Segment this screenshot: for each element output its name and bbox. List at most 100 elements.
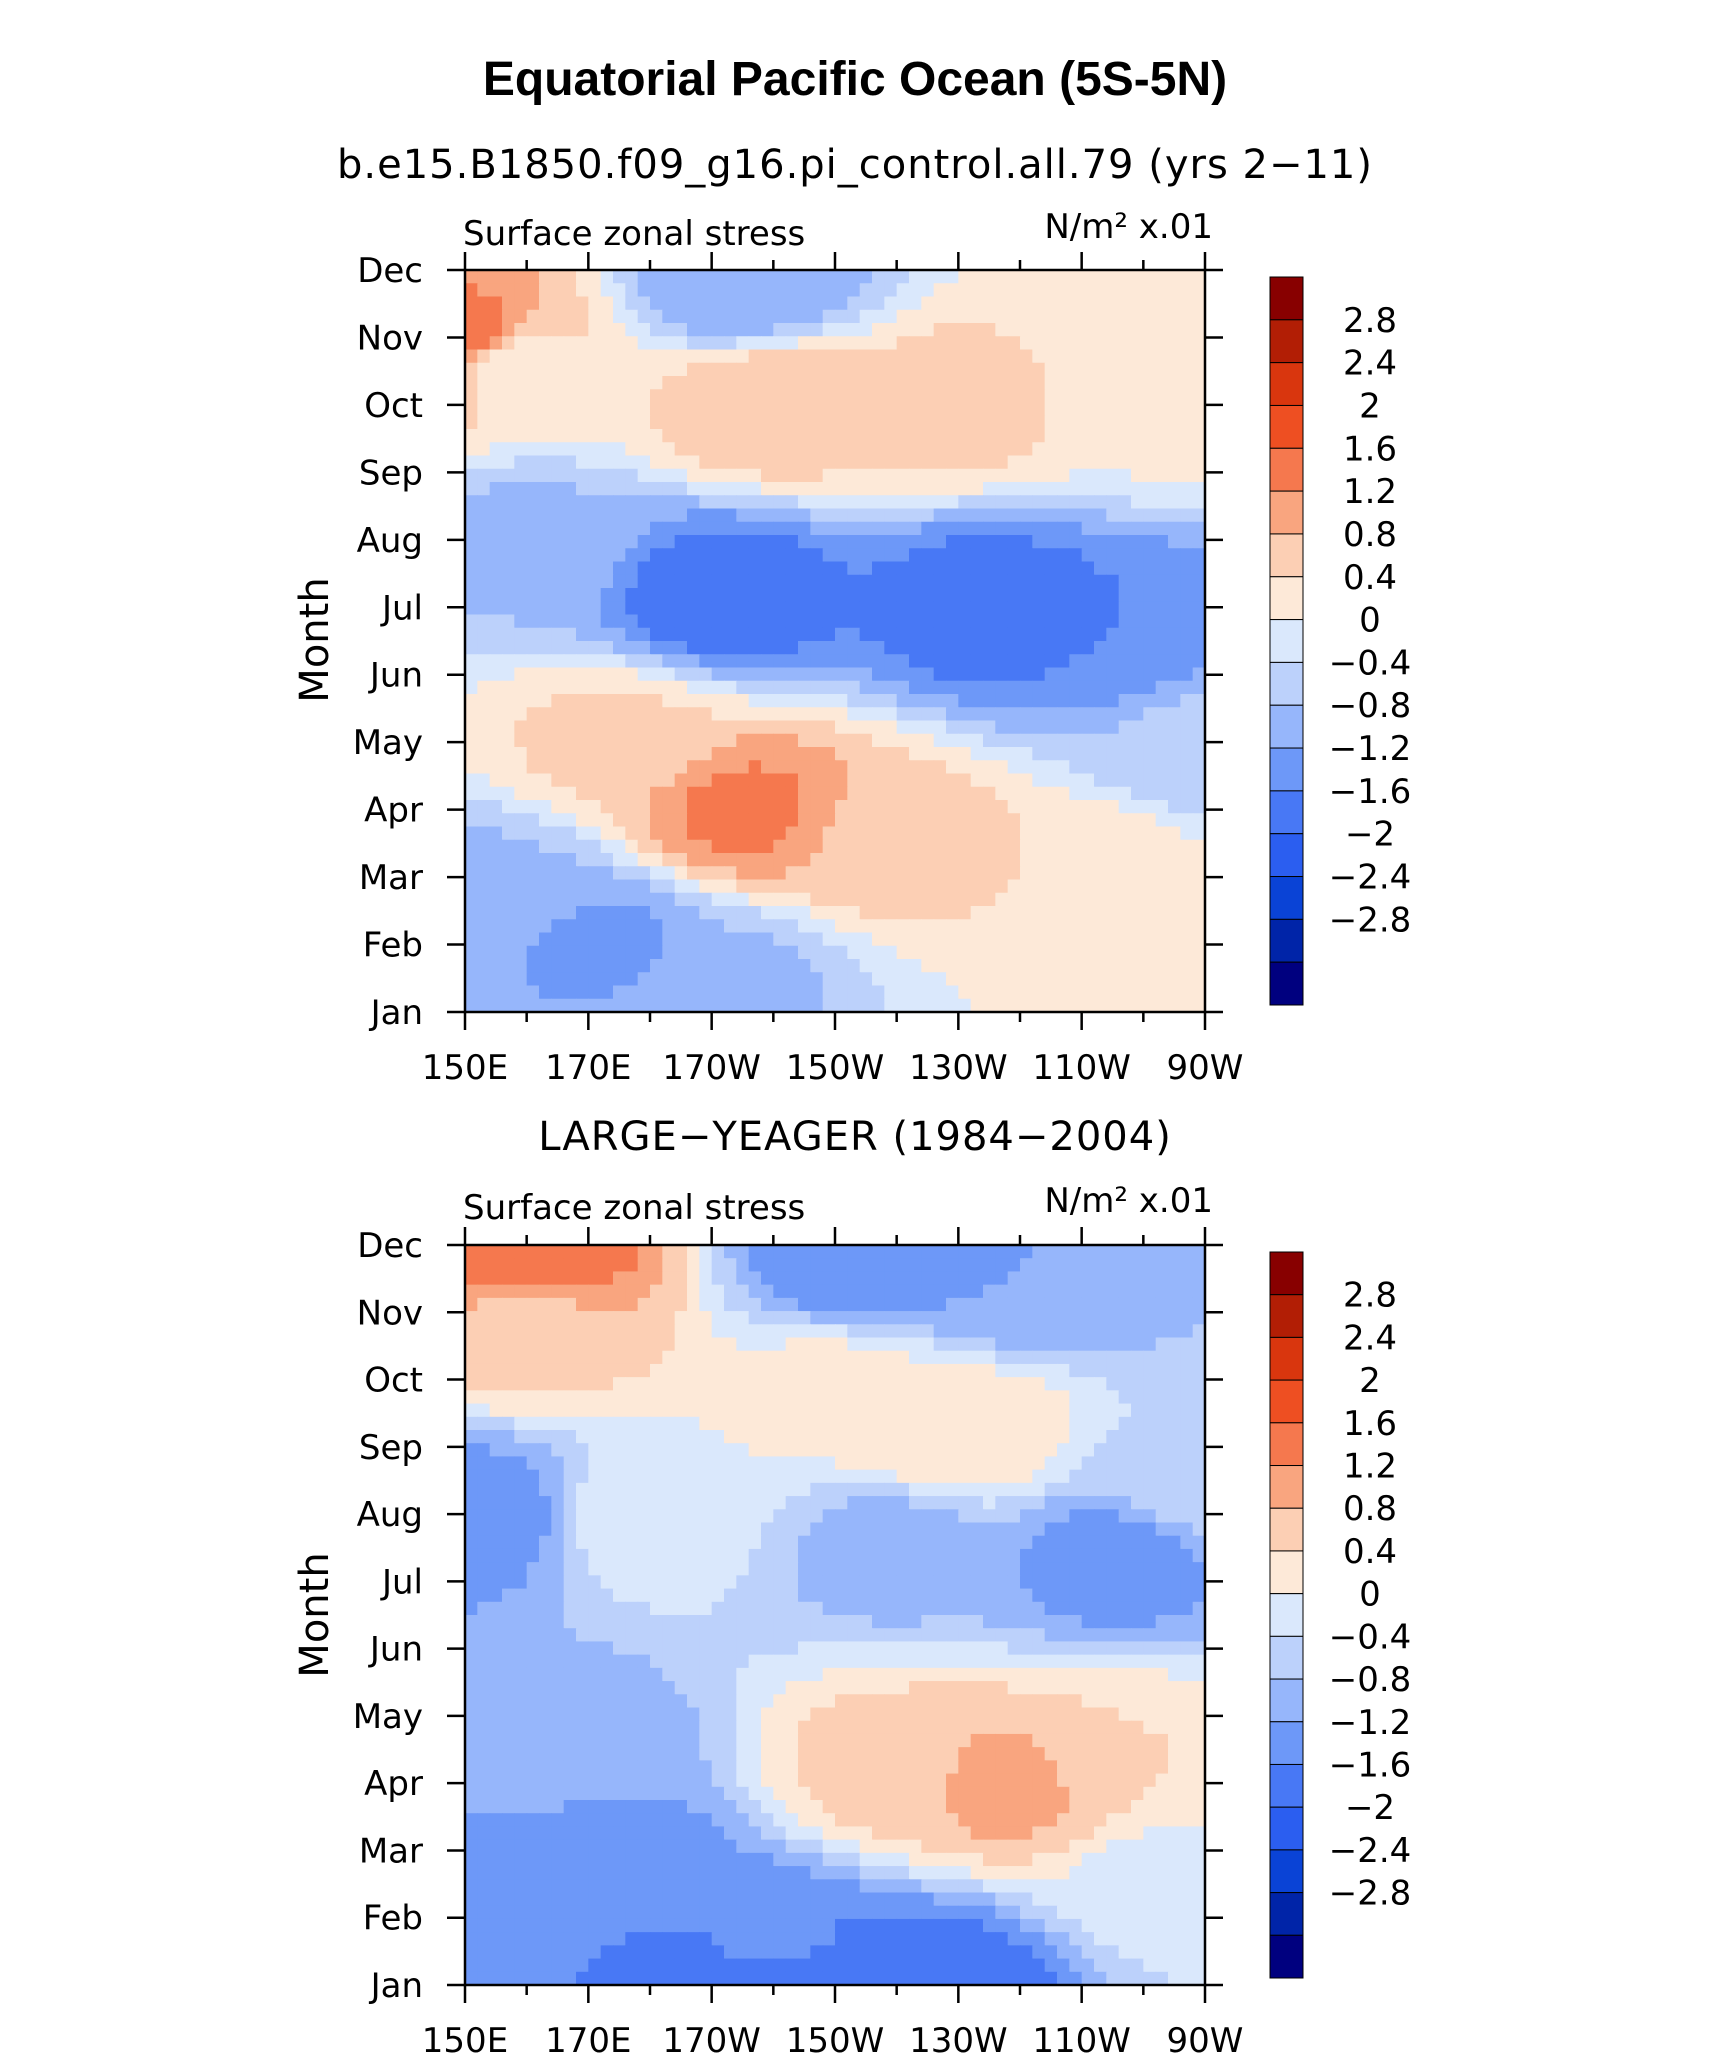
contour-cell bbox=[600, 1482, 614, 1497]
contour-cell bbox=[933, 1350, 947, 1365]
contour-cell bbox=[576, 707, 589, 722]
contour-cell bbox=[859, 1350, 873, 1365]
contour-cell bbox=[859, 1337, 873, 1352]
colorbar-box bbox=[1269, 362, 1304, 406]
colorbar-box bbox=[1269, 704, 1304, 749]
contour-cell bbox=[699, 972, 713, 987]
contour-cell bbox=[1131, 323, 1144, 337]
contour-cell bbox=[859, 415, 873, 430]
contour-cell bbox=[1118, 614, 1132, 629]
contour-cell bbox=[970, 733, 984, 748]
contour-cell bbox=[489, 853, 503, 867]
contour-cell bbox=[921, 574, 935, 589]
contour-cell bbox=[637, 1509, 651, 1524]
contour-cell bbox=[958, 1482, 972, 1497]
contour-cell bbox=[465, 627, 478, 642]
contour-cell bbox=[539, 853, 552, 867]
contour-cell bbox=[662, 1482, 676, 1497]
contour-cell bbox=[909, 1297, 922, 1312]
contour-cell bbox=[477, 508, 491, 523]
contour-cell bbox=[983, 574, 996, 589]
contour-cell bbox=[489, 349, 503, 364]
contour-cell bbox=[1118, 468, 1132, 483]
contour-cell bbox=[1131, 1311, 1144, 1325]
contour-cell bbox=[711, 1482, 725, 1497]
contour-cell bbox=[563, 614, 577, 629]
contour-cell bbox=[884, 1245, 898, 1259]
contour-cell bbox=[465, 455, 478, 470]
contour-cell bbox=[748, 362, 762, 377]
contour-cell bbox=[526, 296, 540, 311]
contour-cell bbox=[736, 998, 750, 1013]
contour-cell bbox=[1118, 495, 1132, 510]
contour-cell bbox=[588, 667, 602, 682]
contour-cell bbox=[600, 1430, 614, 1444]
contour-cell bbox=[539, 561, 552, 576]
contour-cell bbox=[637, 362, 651, 377]
contour-cell bbox=[1057, 998, 1070, 1013]
contour-cell bbox=[859, 402, 873, 417]
contour-cell bbox=[1069, 296, 1083, 311]
contour-cell bbox=[551, 998, 565, 1013]
contour-cell bbox=[1192, 574, 1206, 589]
contour-cell bbox=[909, 773, 922, 788]
contour-cell bbox=[465, 1284, 478, 1299]
contour-cell bbox=[921, 1377, 935, 1391]
contour-cell bbox=[1044, 508, 1058, 523]
contour-cell bbox=[600, 773, 614, 788]
colorbar-label: 2 bbox=[1359, 386, 1381, 426]
contour-cell bbox=[1131, 972, 1144, 987]
contour-cell bbox=[699, 680, 713, 695]
contour-cell bbox=[1081, 919, 1095, 934]
contour-cell bbox=[687, 1443, 700, 1458]
contour-cell bbox=[1032, 1522, 1046, 1537]
contour-cell bbox=[1069, 508, 1083, 523]
contour-cell bbox=[835, 694, 848, 708]
contour-cell bbox=[1081, 641, 1095, 655]
contour-cell bbox=[1069, 1284, 1083, 1299]
contour-cell bbox=[1131, 1496, 1144, 1510]
contour-cell bbox=[465, 773, 478, 788]
contour-cell bbox=[637, 323, 651, 337]
contour-cell bbox=[465, 1390, 478, 1405]
contour-cell bbox=[514, 998, 528, 1013]
contour-cell bbox=[847, 601, 861, 616]
contour-cell bbox=[1131, 482, 1144, 496]
contour-cell bbox=[1044, 1377, 1058, 1391]
contour-cell bbox=[1081, 561, 1095, 576]
contour-cell bbox=[785, 1522, 799, 1537]
contour-cell bbox=[835, 1416, 848, 1431]
contour-cell bbox=[835, 601, 848, 616]
contour-cell bbox=[736, 588, 750, 602]
contour-cell bbox=[563, 839, 577, 854]
contour-cell bbox=[502, 1245, 515, 1259]
contour-cell bbox=[933, 1245, 947, 1259]
contour-cell bbox=[1180, 879, 1194, 894]
contour-cell bbox=[526, 495, 540, 510]
contour-cell bbox=[847, 800, 861, 814]
contour-cell bbox=[736, 1430, 750, 1444]
contour-cell bbox=[526, 786, 540, 801]
contour-cell bbox=[662, 906, 676, 920]
contour-cell bbox=[884, 1337, 898, 1352]
contour-cell bbox=[502, 1403, 515, 1418]
contour-cell bbox=[1180, 362, 1194, 377]
contour-cell bbox=[1020, 1311, 1033, 1325]
contour-cell bbox=[921, 879, 935, 894]
contour-cell bbox=[539, 959, 552, 973]
contour-cell bbox=[835, 1271, 848, 1286]
contour-cell bbox=[1057, 1562, 1070, 1576]
contour-cell bbox=[983, 1284, 996, 1299]
contour-cell bbox=[1020, 998, 1033, 1013]
contour-cell bbox=[970, 521, 984, 536]
contour-cell bbox=[933, 1535, 947, 1550]
contour-cell bbox=[872, 747, 885, 761]
contour-cell bbox=[773, 919, 787, 934]
contour-cell bbox=[1155, 826, 1169, 841]
contour-cell bbox=[946, 1390, 959, 1405]
contour-cell bbox=[872, 535, 885, 549]
contour-cell bbox=[1081, 614, 1095, 629]
contour-cell bbox=[822, 574, 836, 589]
contour-cell bbox=[489, 1337, 503, 1352]
contour-cell bbox=[859, 853, 873, 867]
